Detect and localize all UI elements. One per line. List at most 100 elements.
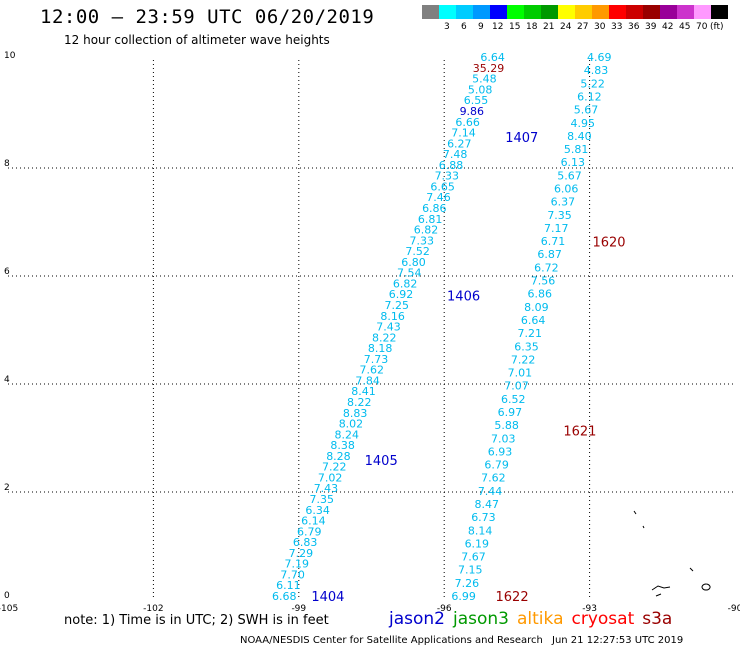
- wave-height-label: 6.99: [451, 590, 476, 603]
- y-tick-label: 8: [4, 159, 10, 169]
- wave-height-label: 5.08: [468, 83, 493, 96]
- pass-number-label: 1405: [365, 454, 398, 469]
- wave-height-label: 8.28: [326, 450, 351, 463]
- altimeter-tracks: 6.686.117.707.197.296.836.796.146.347.35…: [272, 51, 612, 603]
- color-swatch-label: 12: [492, 22, 504, 32]
- wave-height-label: 7.14: [451, 127, 476, 140]
- wave-height-label: 6.73: [471, 511, 496, 524]
- wave-height-label: 6.34: [305, 504, 330, 517]
- wave-height-label: 7.17: [544, 222, 569, 235]
- color-swatch: [609, 5, 626, 19]
- x-tick-label: -105: [0, 604, 18, 614]
- x-tick-label: -102: [143, 604, 163, 614]
- color-swatch-label: 18: [526, 22, 538, 32]
- wave-height-label: 6.71: [541, 235, 566, 248]
- wave-height-label: 7.29: [289, 547, 314, 560]
- wave-height-label: 5.22: [580, 77, 605, 90]
- color-swatch: [524, 5, 541, 19]
- wave-height-label: 7.07: [504, 380, 529, 393]
- wave-height-label: 6.82: [414, 224, 439, 237]
- legend-entry-cryosat: cryosat: [571, 609, 635, 629]
- wave-height-label: 8.83: [343, 407, 368, 420]
- x-tick-label: -93: [582, 604, 597, 614]
- wave-height-label: 7.21: [518, 327, 543, 340]
- wave-height-label: 4.69: [587, 51, 612, 64]
- x-tick-label: -96: [437, 604, 452, 614]
- wave-height-label: 7.22: [511, 353, 536, 366]
- wave-height-label: 7.56: [531, 275, 556, 288]
- color-swatch-label: 42: [662, 22, 674, 32]
- coastline-island: [633, 510, 711, 597]
- wave-height-label: 7.70: [280, 568, 305, 581]
- color-swatch: [439, 5, 456, 19]
- wave-height-label: 6.86: [527, 288, 552, 301]
- wave-height-label: 6.92: [389, 288, 414, 301]
- color-swatch-label: 39: [645, 22, 657, 32]
- color-swatch-label: 3: [444, 22, 450, 32]
- wave-height-label: 6.12: [577, 91, 602, 104]
- wave-height-label: 8.47: [475, 498, 500, 511]
- wave-height-label: 7.46: [426, 191, 451, 204]
- color-swatch-label: 15: [509, 22, 521, 32]
- wave-height-label: 7.01: [508, 367, 533, 380]
- color-swatch: [558, 5, 575, 19]
- color-swatch: [422, 5, 439, 19]
- color-swatch-label: 24: [560, 22, 572, 32]
- color-swatch: [592, 5, 609, 19]
- wave-height-label: 7.43: [376, 321, 401, 334]
- color-swatch: [677, 5, 694, 19]
- wave-height-label: 6.13: [561, 156, 586, 169]
- color-swatch: [473, 5, 490, 19]
- wave-height-label: 6.35: [514, 340, 539, 353]
- map-title: 12:00 – 23:59 UTC 06/20/2019: [40, 6, 375, 28]
- wave-height-label: 7.25: [385, 299, 410, 312]
- altimeter-track: 6.997.267.157.676.198.146.738.477.447.62…: [451, 51, 611, 603]
- wave-height-label: 6.72: [534, 261, 559, 274]
- wave-height-label: 7.54: [397, 267, 422, 280]
- wave-height-label: 8.40: [567, 130, 592, 143]
- wave-height-label: 4.95: [570, 117, 595, 130]
- wave-height-label: 7.67: [461, 551, 486, 564]
- y-tick-label: 6: [4, 267, 10, 277]
- wave-height-label: 6.79: [297, 525, 322, 538]
- wave-height-label: 8.38: [330, 439, 355, 452]
- color-swatch: [694, 5, 711, 19]
- pass-number-label: 1404: [311, 590, 344, 605]
- wave-height-label: 7.62: [360, 364, 385, 377]
- pass-number-label: 1622: [496, 590, 529, 605]
- wave-height-label: 5.81: [564, 143, 589, 156]
- wave-height-label: 6.66: [455, 116, 480, 129]
- map-subtitle: 12 hour collection of altimeter wave hei…: [64, 33, 330, 47]
- wave-height-label: 6.64: [521, 314, 546, 327]
- wave-height-label: 5.67: [557, 169, 582, 182]
- wave-height-label: 6.06: [554, 183, 579, 196]
- color-swatch: [711, 5, 728, 19]
- color-swatch: [507, 5, 524, 19]
- wave-height-label: 6.87: [537, 248, 562, 261]
- wave-height-label: 7.35: [547, 209, 572, 222]
- wave-height-label: 7.73: [364, 353, 389, 366]
- wave-height-label: 6.97: [498, 406, 523, 419]
- color-swatch: [456, 5, 473, 19]
- wave-height-label: 8.02: [339, 418, 364, 431]
- y-tick-label: 10: [4, 51, 16, 61]
- color-swatch: [626, 5, 643, 19]
- wave-height-label: 6.14: [301, 515, 326, 528]
- wave-height-label: 7.19: [285, 558, 310, 571]
- wave-height-label: 7.03: [491, 432, 516, 445]
- wave-height-label: 6.80: [401, 256, 426, 269]
- wave-height-label: 8.18: [368, 342, 393, 355]
- legend-entry-s3a: s3a: [642, 609, 673, 629]
- color-swatch-label: 70: [696, 22, 708, 32]
- wave-height-label: 6.93: [488, 445, 513, 458]
- wave-height-label: 8.22: [347, 396, 372, 409]
- color-swatch: [541, 5, 558, 19]
- wave-height-label: 8.09: [524, 301, 549, 314]
- timestamp-text: Jun 21 12:27:53 UTC 2019: [552, 635, 684, 646]
- pass-number-label: 1407: [505, 131, 538, 146]
- wave-height-label: 8.24: [335, 428, 360, 441]
- wave-height-label: 6.55: [464, 94, 489, 107]
- wave-height-label: 8.16: [380, 310, 405, 323]
- x-tick-label: -90: [728, 604, 740, 614]
